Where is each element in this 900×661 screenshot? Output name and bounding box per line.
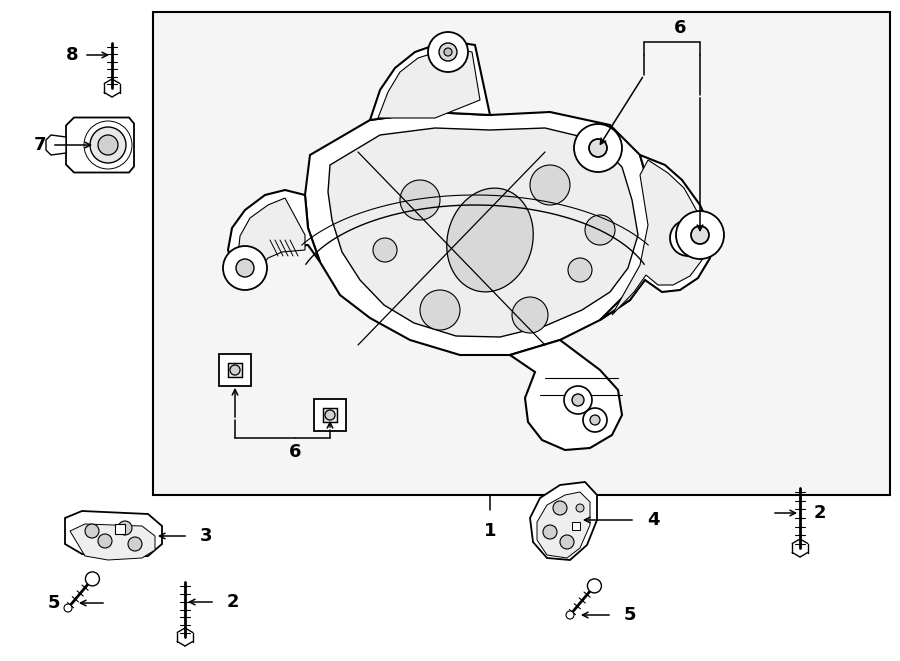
Circle shape (420, 290, 460, 330)
Circle shape (530, 165, 570, 205)
Circle shape (583, 408, 607, 432)
Bar (115, 524, 125, 534)
Circle shape (543, 525, 557, 539)
Circle shape (574, 124, 622, 172)
Circle shape (223, 246, 267, 290)
Circle shape (230, 365, 240, 375)
Circle shape (98, 135, 118, 155)
Circle shape (572, 394, 584, 406)
Circle shape (98, 534, 112, 548)
Text: 4: 4 (647, 511, 660, 529)
Circle shape (444, 48, 452, 56)
Polygon shape (228, 190, 320, 285)
Circle shape (439, 43, 457, 61)
Text: 2: 2 (227, 593, 239, 611)
Polygon shape (65, 511, 162, 558)
Text: 7: 7 (34, 136, 46, 154)
Circle shape (118, 521, 132, 535)
Circle shape (236, 259, 254, 277)
Polygon shape (305, 112, 660, 355)
Text: 8: 8 (66, 46, 78, 64)
Text: 2: 2 (814, 504, 826, 522)
Circle shape (325, 410, 335, 420)
Polygon shape (66, 118, 134, 173)
Circle shape (128, 537, 142, 551)
Circle shape (560, 535, 574, 549)
Circle shape (576, 504, 584, 512)
Circle shape (400, 180, 440, 220)
Circle shape (90, 127, 126, 163)
Polygon shape (328, 128, 638, 337)
Polygon shape (70, 524, 155, 560)
Circle shape (512, 297, 548, 333)
Circle shape (564, 386, 592, 414)
Bar (153, 12, 890, 495)
Bar (323, 408, 338, 422)
Circle shape (691, 226, 709, 244)
Text: 1: 1 (484, 522, 496, 540)
Circle shape (588, 579, 601, 593)
Circle shape (585, 215, 615, 245)
Circle shape (670, 220, 706, 256)
Circle shape (428, 32, 468, 72)
Polygon shape (612, 160, 706, 315)
Polygon shape (238, 198, 305, 278)
Bar (572, 522, 580, 530)
Polygon shape (537, 492, 590, 558)
Circle shape (568, 258, 592, 282)
Circle shape (86, 572, 99, 586)
Circle shape (590, 415, 600, 425)
Ellipse shape (446, 188, 533, 292)
Text: 6: 6 (674, 19, 686, 37)
Polygon shape (600, 155, 712, 320)
Bar (219, 354, 251, 386)
Text: 5: 5 (624, 606, 636, 624)
Polygon shape (510, 340, 622, 450)
Circle shape (681, 231, 695, 245)
Circle shape (373, 238, 397, 262)
Polygon shape (530, 482, 597, 560)
Circle shape (676, 211, 724, 259)
Circle shape (85, 524, 99, 538)
Polygon shape (378, 49, 480, 118)
Circle shape (64, 604, 72, 612)
Text: 6: 6 (289, 443, 302, 461)
Text: 3: 3 (200, 527, 212, 545)
Polygon shape (370, 42, 490, 120)
Text: 5: 5 (48, 594, 60, 612)
Circle shape (566, 611, 574, 619)
Circle shape (589, 139, 607, 157)
Bar (228, 363, 242, 377)
Bar (314, 399, 346, 431)
Circle shape (553, 501, 567, 515)
Polygon shape (46, 135, 66, 155)
